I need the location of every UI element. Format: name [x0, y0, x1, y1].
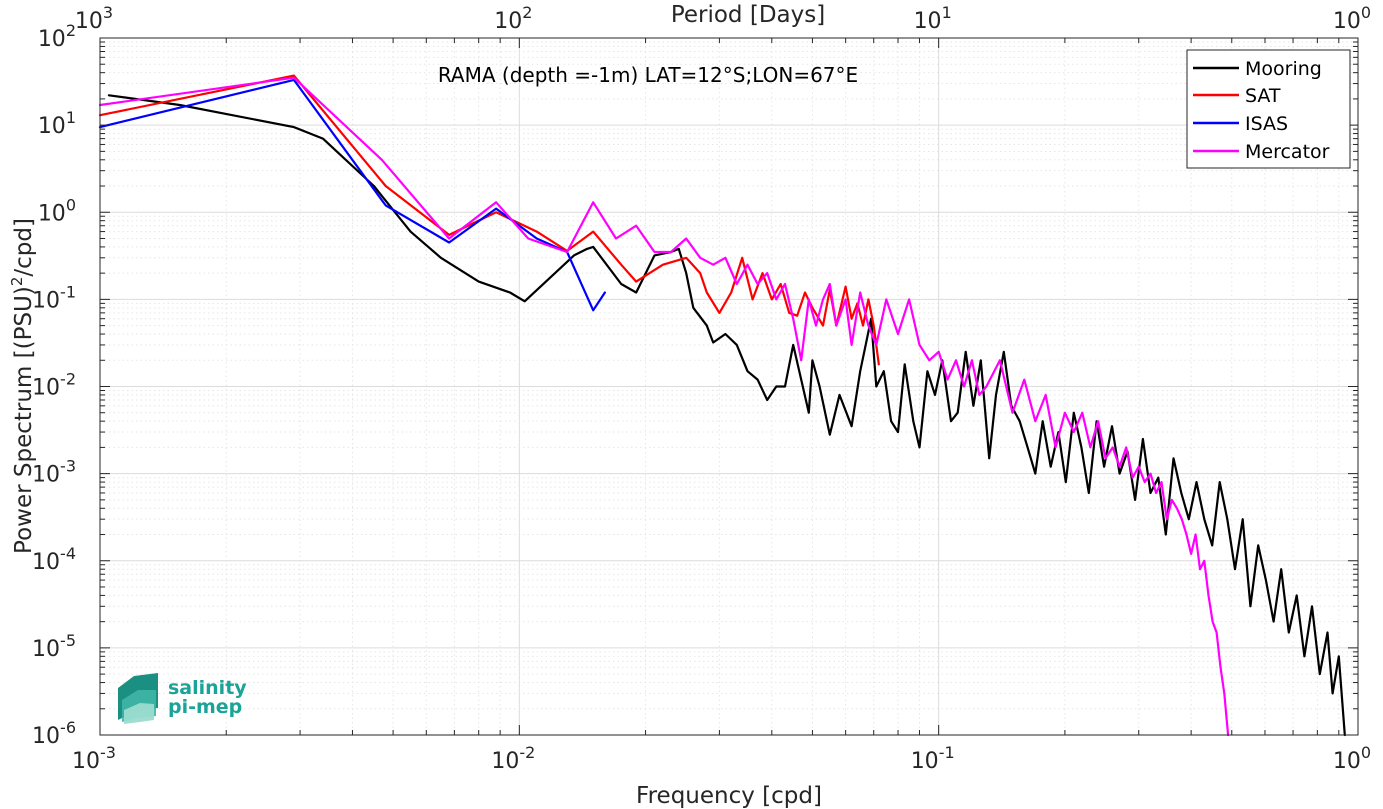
- y-tick-label: 10-3: [32, 457, 76, 488]
- legend-box: [1186, 49, 1351, 169]
- y-tick-label-base: 10: [32, 376, 60, 401]
- x-tick-label-exponent: 0: [1361, 743, 1371, 762]
- chart-title: RAMA (depth =-1m) LAT=12°S;LON=67°E: [438, 63, 858, 87]
- series-line-sat: [98, 74, 880, 366]
- top-tick-label-base: 10: [494, 9, 522, 34]
- y-tick-label-base: 10: [32, 637, 60, 662]
- tick-marks: [99, 37, 1359, 736]
- y-tick-label-base: 10: [32, 463, 60, 488]
- x-axis-label: Frequency [cpd]: [636, 783, 822, 809]
- top-tick-label-exponent: 1: [942, 3, 952, 22]
- y-tick-label-exponent: 0: [66, 195, 76, 214]
- y-tick-label: 101: [38, 108, 76, 139]
- legend-label-mooring: Mooring: [1245, 58, 1322, 80]
- y-tick-label-exponent: 2: [66, 21, 76, 40]
- x-tick-label-base: 10: [1333, 749, 1361, 774]
- y-axis-label-main: Power Spectrum [(PSU): [11, 286, 37, 554]
- y-axis-label: Power Spectrum [(PSU)2/cpd]: [8, 218, 37, 554]
- y-tick-label-base: 10: [38, 114, 66, 139]
- logo-wave-icon: [118, 673, 158, 724]
- x-tick-label-exponent: -2: [519, 743, 535, 762]
- y-tick-label-base: 10: [32, 724, 60, 749]
- x-tick-label: 10-3: [72, 743, 116, 774]
- y-tick-label: 10-5: [32, 631, 76, 662]
- top-tick-label: 102: [494, 3, 532, 34]
- y-tick-label: 10-1: [32, 282, 76, 313]
- x-tick-label: 10-2: [491, 743, 535, 774]
- y-tick-label: 10-6: [32, 718, 76, 749]
- top-tick-label-exponent: 3: [103, 3, 113, 22]
- y-tick-label-base: 10: [32, 288, 60, 313]
- logo-text-pimep: pi-mep: [168, 696, 242, 718]
- top-tick-label-base: 10: [1333, 9, 1361, 34]
- y-axis-label-tail: /cpd]: [11, 218, 37, 277]
- top-tick-label-exponent: 0: [1361, 3, 1371, 22]
- top-tick-label-base: 10: [75, 9, 103, 34]
- x-tick-label-exponent: -3: [100, 743, 116, 762]
- y-tick-label-exponent: -1: [60, 282, 76, 301]
- x-tick-label: 100: [1333, 743, 1371, 774]
- y-tick-label: 100: [38, 195, 76, 226]
- y-axis-label-superscript: 2: [8, 277, 26, 287]
- y-tick-label-base: 10: [32, 550, 60, 575]
- y-tick-label-exponent: -6: [60, 718, 76, 737]
- y-tick-label-exponent: -4: [60, 544, 76, 563]
- top-axis-label: Period [Days]: [671, 2, 825, 28]
- series-line-mercator: [98, 76, 1230, 737]
- series-line-isas: [98, 78, 606, 312]
- x-tick-label-base: 10: [72, 749, 100, 774]
- y-tick-label: 10-4: [32, 544, 76, 575]
- series-line-mooring: [107, 94, 1346, 737]
- x-tick-label-exponent: -1: [939, 743, 955, 762]
- y-tick-label-base: 10: [38, 27, 66, 52]
- legend-label-sat: SAT: [1245, 85, 1281, 107]
- top-tick-label-exponent: 2: [522, 3, 532, 22]
- y-tick-label: 102: [38, 21, 76, 52]
- y-tick-label-exponent: -3: [60, 457, 76, 476]
- x-tick-label: 10-1: [911, 743, 955, 774]
- series-lines: [98, 74, 1346, 737]
- y-tick-label: 10-2: [32, 370, 76, 401]
- salinity-pimep-logo: salinity pi-mep: [118, 673, 247, 724]
- y-tick-label-base: 10: [38, 201, 66, 226]
- y-tick-label-exponent: 1: [66, 108, 76, 127]
- logo-text-salinity: salinity: [168, 677, 247, 699]
- top-tick-label: 100: [1333, 3, 1371, 34]
- legend: Mooring SAT ISAS Mercator: [1186, 49, 1351, 169]
- x-tick-label-base: 10: [911, 749, 939, 774]
- top-tick-label-base: 10: [914, 9, 942, 34]
- y-tick-label-exponent: -2: [60, 370, 76, 389]
- top-tick-label: 101: [914, 3, 952, 34]
- legend-label-mercator: Mercator: [1245, 141, 1330, 163]
- legend-label-isas: ISAS: [1245, 113, 1288, 135]
- top-tick-label: 103: [75, 3, 113, 34]
- x-tick-label-base: 10: [491, 749, 519, 774]
- y-tick-label-exponent: -5: [60, 631, 76, 650]
